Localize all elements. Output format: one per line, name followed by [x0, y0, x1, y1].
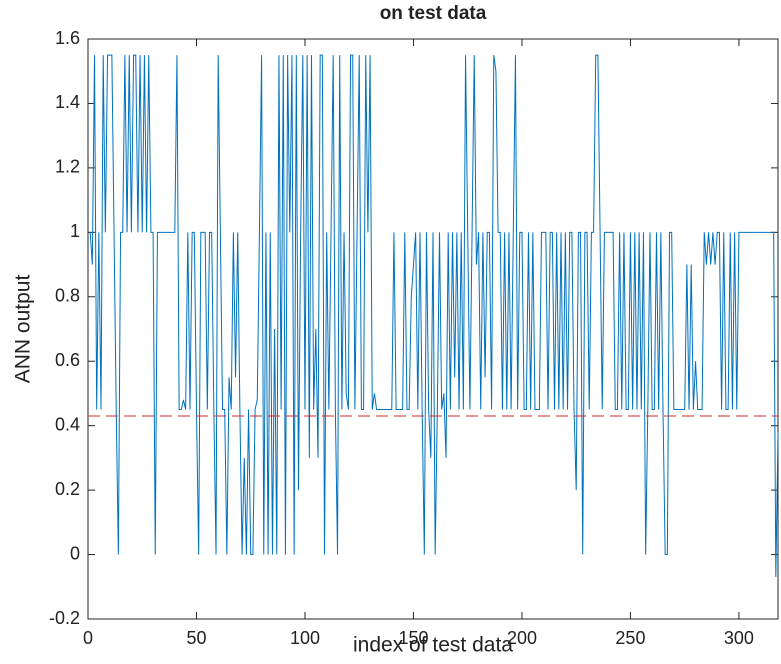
y-axis-label: ANN output — [12, 275, 35, 384]
y-tick-label: -0.2 — [49, 608, 80, 628]
x-axis-label: index of test data — [353, 634, 513, 657]
y-tick-label: 0.8 — [55, 286, 80, 306]
x-tick-label: 250 — [615, 628, 645, 648]
x-tick-label: 100 — [290, 628, 320, 648]
y-tick-label: 0.2 — [55, 479, 80, 499]
chart-title: on test data — [380, 3, 487, 24]
x-tick-label: 300 — [724, 628, 754, 648]
x-tick-label: 0 — [83, 628, 93, 648]
y-tick-label: 1 — [70, 221, 80, 241]
y-tick-label: 0.6 — [55, 350, 80, 370]
y-tick-label: 0 — [70, 543, 80, 563]
x-tick-label: 150 — [398, 628, 428, 648]
y-tick-label: 1.6 — [55, 28, 80, 48]
y-tick-label: 0.4 — [55, 414, 80, 434]
x-tick-label: 200 — [507, 628, 537, 648]
data-line — [89, 54, 779, 578]
y-tick-label: 1.4 — [55, 92, 80, 112]
plot-area — [87, 38, 779, 620]
y-tick-label: 1.2 — [55, 157, 80, 177]
x-tick-label: 50 — [186, 628, 206, 648]
